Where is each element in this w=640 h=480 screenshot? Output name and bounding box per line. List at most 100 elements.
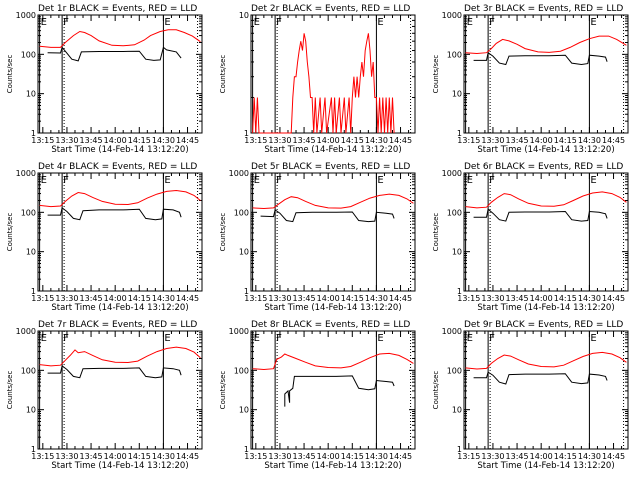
plot-frame	[37, 14, 203, 134]
lld-series-line	[39, 189, 201, 208]
x-tick-label: 14:30	[578, 136, 601, 145]
detector-panel-9: Det 9r BLACK = Events, RED = LLD 1 10 100 10…	[432, 320, 629, 471]
y-tick-label: 1000	[442, 169, 462, 178]
detector-panel-8: Det 8r BLACK = Events, RED = LLD 1 10 100 10…	[219, 320, 416, 471]
x-tick-label: 14:15	[128, 136, 151, 145]
event-marker-label: E	[377, 333, 383, 344]
x-axis-label: Start Time (14-Feb-14 13:12:20)	[264, 303, 401, 313]
events-series-line	[284, 375, 395, 407]
event-marker-label: E	[467, 333, 473, 344]
x-tick-label: 13:30	[481, 136, 504, 145]
x-tick-label: 14:00	[530, 452, 553, 461]
panel-title: Det 3r BLACK = Events, RED = LLD	[464, 4, 623, 14]
x-tick-label: 13:30	[481, 294, 504, 303]
event-marker-label: E	[377, 17, 383, 28]
event-marker-label: E	[41, 175, 47, 186]
x-tick-label: 14:45	[602, 136, 625, 145]
x-tick-label: 13:30	[268, 136, 291, 145]
y-tick-label: 10	[26, 248, 36, 257]
event-marker-label: F	[63, 333, 69, 344]
x-tick-label: 14:30	[365, 452, 388, 461]
event-marker-label: E	[590, 175, 596, 186]
x-tick-label: 13:45	[293, 294, 316, 303]
x-tick-label: 14:45	[389, 452, 412, 461]
x-tick-label: 14:30	[578, 452, 601, 461]
y-tick-label: 100	[21, 366, 36, 375]
y-tick-label: 10	[26, 90, 36, 99]
x-tick-label: 14:15	[128, 452, 151, 461]
y-tick-label: 100	[447, 208, 462, 217]
events-series-line	[473, 208, 608, 222]
y-tick-label: 1	[457, 445, 462, 454]
event-marker-label: F	[276, 333, 282, 344]
event-marker-label: F	[276, 17, 282, 28]
plot-frame	[250, 330, 416, 450]
x-tick-label: 14:00	[530, 294, 553, 303]
lld-series-line	[252, 33, 395, 134]
x-axis-label: Start Time (14-Feb-14 13:12:20)	[264, 461, 401, 471]
y-axis-label: Counts/sec	[6, 213, 14, 252]
event-marker-label: E	[164, 333, 170, 344]
y-tick-label: 1	[31, 287, 36, 296]
x-tick-label: 14:15	[341, 452, 364, 461]
x-tick-label: 13:15	[457, 452, 480, 461]
y-tick-label: 1	[244, 129, 249, 138]
x-tick-label: 13:15	[31, 294, 54, 303]
x-tick-label: 13:15	[457, 136, 480, 145]
x-tick-label: 13:30	[268, 452, 291, 461]
x-tick-label: 14:45	[176, 294, 199, 303]
x-tick-label: 14:00	[317, 452, 340, 461]
x-tick-label: 14:15	[554, 452, 577, 461]
plot-frame	[463, 14, 629, 134]
x-tick-label: 14:00	[104, 136, 127, 145]
detector-panel-4: Det 4r BLACK = Events, RED = LLD 1 10 100 10…	[6, 162, 203, 313]
lld-series-line	[39, 29, 201, 48]
y-axis-label: Counts/sec	[6, 371, 14, 410]
x-tick-label: 13:45	[506, 452, 529, 461]
y-tick-label: 1	[31, 445, 36, 454]
x-tick-label: 13:15	[244, 294, 267, 303]
y-tick-label: 10	[26, 406, 36, 415]
detector-panel-1: Det 1r BLACK = Events, RED = LLD 1 10 100 10…	[6, 4, 203, 155]
y-tick-label: 1	[457, 287, 462, 296]
plot-frame	[250, 172, 416, 292]
event-marker-label: E	[590, 17, 596, 28]
events-series-line	[47, 207, 182, 221]
x-tick-label: 13:45	[80, 136, 103, 145]
y-axis-label: Counts/sec	[219, 371, 227, 410]
y-tick-label: 10	[239, 406, 249, 415]
events-series-line	[47, 365, 182, 379]
x-tick-label: 13:30	[268, 294, 291, 303]
x-tick-label: 14:45	[176, 136, 199, 145]
plot-frame	[37, 330, 203, 450]
y-tick-label: 1000	[442, 11, 462, 20]
y-tick-label: 1	[457, 129, 462, 138]
panel-title: Det 7r BLACK = Events, RED = LLD	[38, 320, 197, 330]
y-axis-label: Counts/sec	[432, 213, 440, 252]
event-marker-label: F	[276, 175, 282, 186]
event-marker-label: F	[63, 175, 69, 186]
event-marker-label: E	[41, 17, 47, 28]
lld-series-line	[465, 191, 627, 209]
panel-title: Det 8r BLACK = Events, RED = LLD	[251, 320, 410, 330]
x-tick-label: 13:45	[506, 294, 529, 303]
x-tick-label: 14:15	[128, 294, 151, 303]
detector-panel-6: Det 6r BLACK = Events, RED = LLD 1 10 100 10…	[432, 162, 629, 313]
x-tick-label: 13:15	[31, 452, 54, 461]
x-tick-label: 14:30	[365, 136, 388, 145]
event-marker-label: E	[164, 175, 170, 186]
y-tick-label: 10	[452, 90, 462, 99]
events-series-line	[473, 371, 608, 385]
y-tick-label: 100	[21, 208, 36, 217]
detector-panel-7: Det 7r BLACK = Events, RED = LLD 1 10 100 10…	[6, 320, 203, 471]
y-tick-label: 1000	[16, 11, 36, 20]
y-tick-label: 100	[447, 50, 462, 59]
y-tick-label: 1000	[16, 169, 36, 178]
x-tick-label: 14:00	[317, 136, 340, 145]
event-marker-label: E	[254, 17, 260, 28]
lld-series-line	[465, 351, 627, 370]
events-series-line	[47, 46, 182, 62]
lld-series-line	[465, 35, 627, 55]
x-tick-label: 13:15	[31, 136, 54, 145]
panel-title: Det 4r BLACK = Events, RED = LLD	[38, 162, 197, 172]
